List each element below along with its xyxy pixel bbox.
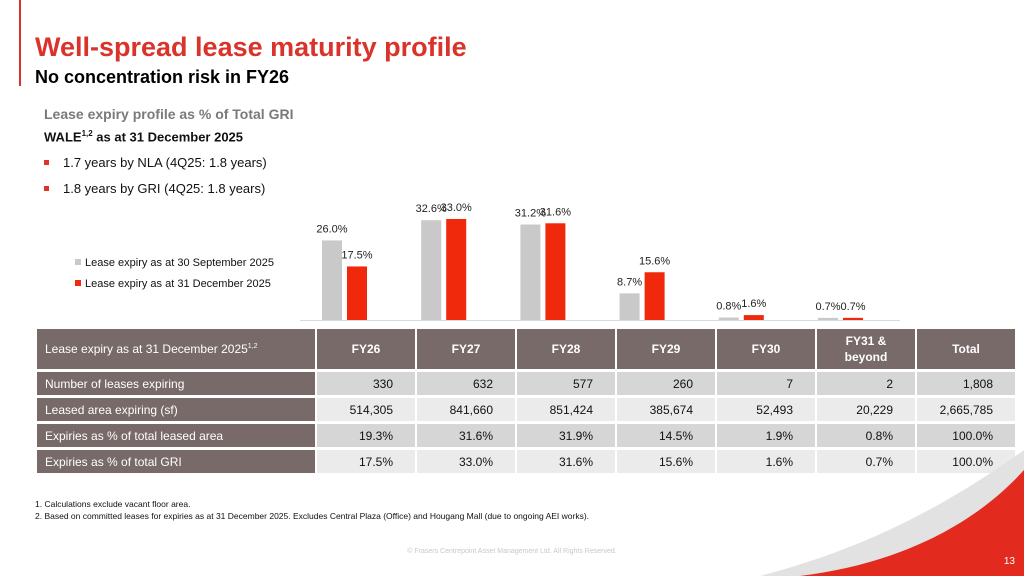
table-cell: 100.0% [917,424,1015,447]
table-cell: 31.6% [417,424,515,447]
bar-fy29-series-0 [619,293,640,320]
row-label: Leased area expiring (sf) [37,398,315,421]
data-label: 15.6% [639,255,670,267]
column-header: FY29 [617,329,715,369]
section-title: Lease expiry profile as % of Total GRI [44,106,294,122]
bar-fy31-beyond-series-0 [818,317,838,320]
table-row: Expiries as % of total leased area 19.3% 3… [37,424,1015,447]
wale-date: as at 31 December 2025 [92,129,244,145]
table-cell: 1,808 [917,372,1015,395]
page-number: 13 [1003,556,1015,567]
copyright: © Frasers Centrepoint Asset Management L… [407,548,617,555]
bar-fy26-series-1 [347,266,367,320]
bullet-icon [44,186,49,192]
legend-label: Lease expiry as at 31 December 2025 [85,278,271,290]
wale-label: WALE [44,129,82,145]
table-cell: 14.5% [617,424,715,447]
table-cell: 15.6% [617,450,715,473]
table-cell: 2 [817,372,915,395]
legend-item-sep-2025: Lease expiry as at 30 September 2025 [75,257,274,269]
table-cell: 0.7% [817,450,915,473]
table-header-row: Lease expiry as at 31 December 20251,2 F… [37,329,1015,369]
table-cell: 17.5% [317,450,415,473]
footnote-2: 2. Based on committed leases for expirie… [35,511,590,521]
table-cell: 31.9% [517,424,615,447]
bar-fy26-series-0 [322,240,342,320]
footnote-1: 1. Calculations exclude vacant floor are… [35,499,191,509]
wale-heading: WALE1,2 as at 31 December 2025 [44,129,243,144]
lease-expiry-chart: 26.0% 17.5% 32.6%33.0% 31.2%31.6% 8.7% 15.6% 0… [300,202,900,321]
bar-fy27-series-1 [446,219,467,320]
bullet-gri: 1.8 years by GRI (4Q25: 1.8 years) [44,181,265,196]
table-header-label: Lease expiry as at 31 December 20251,2 [37,329,315,369]
table-cell: 577 [517,372,615,395]
bar-fy29-series-1 [644,272,665,320]
column-header: FY28 [517,329,615,369]
column-header: FY31 & beyond [817,329,915,369]
table-cell: 841,660 [417,398,515,421]
data-label: 26.0% [316,223,347,235]
data-label: 1.6% [741,298,766,310]
table-cell: 2,665,785 [917,398,1015,421]
data-label: 0.8% [716,301,741,313]
decorative-swoosh [760,450,1024,576]
data-label: 33.0% [441,202,472,214]
table-cell: 7 [717,372,815,395]
page-subtitle: No concentration risk in FY26 [35,67,290,87]
table-cell: 20,229 [817,398,915,421]
table-cell: 1.6% [717,450,815,473]
data-label: 0.7% [815,301,840,313]
table-cell: 19.3% [317,424,415,447]
table-cell: 260 [617,372,715,395]
page-title: Well-spread lease maturity profile [35,32,467,62]
column-header: FY26 [317,329,415,369]
table-cell: 632 [417,372,515,395]
bar-fy30-series-0 [718,317,739,320]
data-label: 32.6% [416,203,447,215]
legend-item-dec-2025: Lease expiry as at 31 December 2025 [75,278,271,290]
lease-expiry-table: Lease expiry as at 31 December 20251,2 F… [35,326,1017,476]
table-row: Expiries as % of total GRI 17.5% 33.0% 31.6… [37,450,1015,473]
bullet-nla: 1.7 years by NLA (4Q25: 1.8 years) [44,155,267,170]
legend-swatch [75,280,81,287]
bullet-text: 1.7 years by NLA (4Q25: 1.8 years) [63,155,267,170]
table-cell: 385,674 [617,398,715,421]
bar-fy28-series-1 [545,223,566,320]
column-header: FY30 [717,329,815,369]
table-cell: 514,305 [317,398,415,421]
table-cell: 851,424 [517,398,615,421]
bullet-icon [44,160,49,166]
data-label: 31.6% [540,206,571,218]
data-label: 31.2% [515,208,546,220]
bar-fy30-series-1 [743,315,764,320]
table-cell: 1.9% [717,424,815,447]
bar-fy27-series-0 [421,220,442,320]
table-cell: 52,493 [717,398,815,421]
wale-footnote-ref: 1,2 [81,129,93,138]
bar-fy31-beyond-series-1 [843,317,863,320]
accent-line [19,0,21,86]
column-header: Total [917,329,1015,369]
footnotes: 1. Calculations exclude vacant floor are… [35,498,589,522]
row-label: Expiries as % of total leased area [37,424,315,447]
bar-fy28-series-0 [520,224,541,320]
data-label: 8.7% [617,276,642,288]
column-header: FY27 [417,329,515,369]
row-label: Expiries as % of total GRI [37,450,315,473]
bullet-text: 1.8 years by GRI (4Q25: 1.8 years) [63,181,266,196]
table-row: Leased area expiring (sf) 514,305 841,660 8… [37,398,1015,421]
legend-label: Lease expiry as at 30 September 2025 [85,257,274,269]
data-label: 17.5% [341,249,372,261]
table-row: Number of leases expiring 330 632 577 260 7 2 1… [37,372,1015,395]
row-label: Number of leases expiring [37,372,315,395]
legend-swatch [75,259,81,266]
table-cell: 0.8% [817,424,915,447]
table-cell: 33.0% [417,450,515,473]
table-cell: 330 [317,372,415,395]
table-cell: 31.6% [517,450,615,473]
data-label: 0.7% [840,301,865,313]
table-cell: 100.0% [917,450,1015,473]
